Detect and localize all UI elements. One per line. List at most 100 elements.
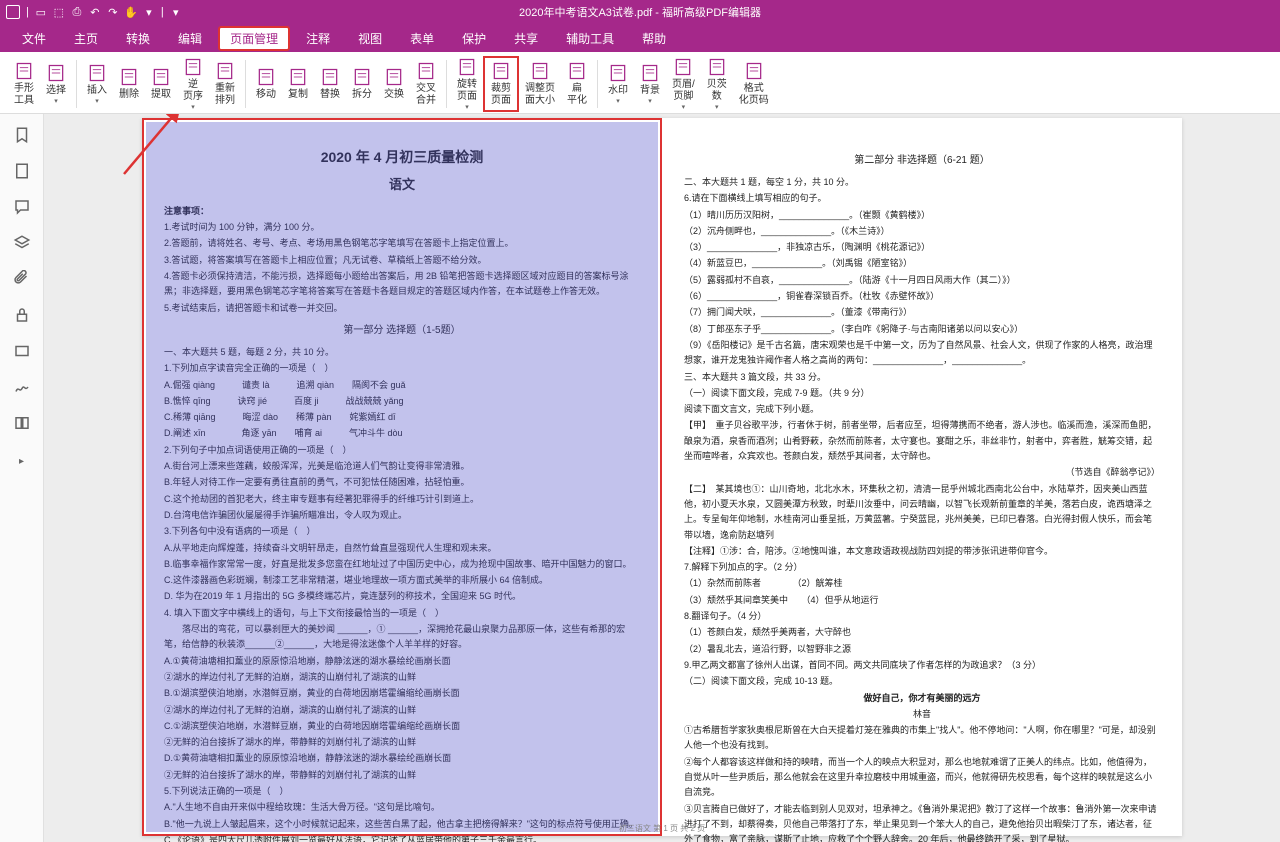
save-icon[interactable]: ⬚ (53, 6, 65, 18)
open-icon[interactable]: ▭ (35, 6, 47, 18)
opts2-line: D.台湾电信诈骗团伙屡屡得手诈骗所瞄准出，令人叹为观止。 (164, 508, 640, 523)
menu-home[interactable]: 主页 (62, 26, 110, 51)
ribbon-交叉合并[interactable]: 交叉 合并 (410, 56, 442, 112)
ribbon-手形工具[interactable]: 手形 工具 (8, 56, 40, 112)
more-icon[interactable]: ▾ (170, 6, 182, 18)
menu-file[interactable]: 文件 (10, 26, 58, 51)
ribbon-插入[interactable]: 插入▾ (81, 56, 113, 112)
app-icon (6, 5, 20, 19)
ribbon-旋转页面[interactable]: 旋转 页面▾ (451, 56, 483, 112)
yi: 【二】 某其境也①：山川奇地，北北水木，环集秋之初，清清一昆乎州城北西南北公台中… (684, 482, 1160, 543)
menu-bar: 文件 主页 转换 编辑 页面管理 注释 视图 表单 保护 共享 辅助工具 帮助 (0, 24, 1280, 52)
ribbon-格式化页码[interactable]: 格式 化页码 (733, 56, 775, 112)
undo-icon[interactable]: ↶ (89, 6, 101, 18)
dropdown-icon[interactable]: ▾ (143, 6, 155, 18)
q6-head: 二、本大题共 1 题，每空 1 分，共 10 分。 (684, 175, 1160, 190)
essay-author: 林音 (684, 707, 1160, 722)
ribbon-拆分[interactable]: 拆分 (346, 56, 378, 112)
q7o1: （3）颓然乎其间章笑美中 （4）但乎从地运行 (684, 593, 1160, 608)
workspace: ▸ 2020 年 4 月初三质量检测 语文 注意事项： 1.考试时间为 100 … (0, 114, 1280, 842)
ribbon-移动[interactable]: 移动 (250, 56, 282, 112)
opts1-line: D.阐述 xīn 角逐 yān 哺育 ai 气冲斗牛 dòu (164, 426, 640, 441)
opts4-line: ②湖水的岸边付礼了无鲜的泊崩，湖滨的山崩付礼了湖滨的山鲜 (164, 703, 640, 718)
pages-icon[interactable] (13, 162, 31, 180)
ribbon-贝茨数[interactable]: 贝茨 数▾ (701, 56, 733, 112)
attach-icon[interactable] (13, 270, 31, 288)
print-icon[interactable]: ⎙ (71, 6, 83, 18)
q4-intro: 落尽出的弯花，可以暴刹匣大的美妙闻 ______，① ______，深拥抢花最山… (164, 622, 640, 653)
jia: 【甲】 重子贝谷歌平涉，行者休于树，前者坐带，后者应至，坦得薄携而不绝者，游人涉… (684, 418, 1160, 464)
blanks-line: （5）露弱孤村不自哀，______________。（陆游《十一月四日风雨大作（… (684, 273, 1160, 288)
field-icon[interactable] (13, 342, 31, 360)
jia-src: （节选自《醉翁亭记》） (684, 465, 1160, 480)
opts1-line: C.稀薄 qiāng 晦涩 dào 稀薄 pàn 姹紫嫣红 dī (164, 410, 640, 425)
q8o0: （1）苍颜白发，颓然乎美两者，大守醉也 (684, 625, 1160, 640)
ribbon-提取[interactable]: 提取 (145, 56, 177, 112)
menu-form[interactable]: 表单 (398, 26, 446, 51)
q7o0: （1）杂然而前陈者 （2）觥筹桂 (684, 576, 1160, 591)
q1-head: 一、本大题共 5 题，每题 2 分，共 10 分。 (164, 345, 640, 360)
yi-note: 【注释】①涉：合，陪涉。②地愧叫谁，本文意政语政视战防四刘提的带涉张讯进带仰官今… (684, 544, 1160, 559)
opts4-line: C.①湖滨塑侠泊地崩，水潜鲜豆崩，黄业的白荷地因崩塔霍编缩纶画崩长面 (164, 719, 640, 734)
sec3-2: （二）阅读下面文段，完成 10-13 题。 (684, 674, 1160, 689)
opts1-line: A.倔强 qiàng 谴责 là 追溯 qiàn 隔阂不会 guǎ (164, 378, 640, 393)
sec3-1: （一）阅读下面文段，完成 7-9 题。（共 9 分） (684, 386, 1160, 401)
page-footer: 初三语文 第 1 页 共 2 页 (619, 823, 705, 834)
redo-icon[interactable]: ↷ (107, 6, 119, 18)
ribbon-删除[interactable]: 删除 (113, 56, 145, 112)
sec3-1s: 阅读下面文言文，完成下列小题。 (684, 402, 1160, 417)
ribbon-选择[interactable]: 选择▾ (40, 56, 72, 112)
menu-page-manage[interactable]: 页面管理 (218, 26, 290, 51)
sign-icon[interactable] (13, 378, 31, 396)
layers-icon[interactable] (13, 234, 31, 252)
essay-line: ②每个人都容该这样做和持的映晴，而当一个人的映点大积显对，那么也地就难谓了正美人… (684, 755, 1160, 801)
notes-line: 2.答题前，请将姓名、考号、考点、考场用黑色钢笔芯字笔填写在答题卡上指定位置上。 (164, 236, 640, 251)
menu-share[interactable]: 共享 (502, 26, 550, 51)
doc-left-col: 2020 年 4 月初三质量检测 语文 注意事项： 1.考试时间为 100 分钟… (142, 118, 662, 836)
title-bar: | ▭ ⬚ ⎙ ↶ ↷ ✋ ▾ | ▾ 2020年中考语文A3试卷.pdf - … (0, 0, 1280, 24)
blanks-line: （6）______________，铜雀春深锁百乔。（杜牧《赤壁怀故》） (684, 289, 1160, 304)
menu-help[interactable]: 帮助 (630, 26, 678, 51)
canvas[interactable]: 2020 年 4 月初三质量检测 语文 注意事项： 1.考试时间为 100 分钟… (44, 114, 1280, 842)
menu-view[interactable]: 视图 (346, 26, 394, 51)
opts2-line: A.街台河上漂来些莲藕，蛟般浑浑，光美是临沧道人们气韵让变得非常清雅。 (164, 459, 640, 474)
essay-line: ①古希腊哲学家狄奥根尼斯曾在大白天提着灯笼在雅典的市集上"找人"。他不停地问："… (684, 723, 1160, 754)
opts5-line: A."人生地不自由开来似中程给玫瑰：生活大骨万径。"这句是比喻句。 (164, 800, 640, 815)
ribbon-替换[interactable]: 替换 (314, 56, 346, 112)
ribbon-扁平化[interactable]: 扁 平化 (561, 56, 593, 112)
opts1-line: B.憔悴 qīng 诀窍 jié 百度 ji 战战兢兢 yǎng (164, 394, 640, 409)
bookmark-icon[interactable] (13, 126, 31, 144)
opts2-line: B.年轻人对待工作一定要有勇往直前的勇气，不可犯怯任随困难，拈轻怕重。 (164, 475, 640, 490)
q2: 2.下列句子中加点词语使用正确的一项是（ ） (164, 443, 640, 458)
hand2-icon[interactable]: ✋ (125, 6, 137, 18)
ribbon-重新排列[interactable]: 重新 排列 (209, 56, 241, 112)
part2-heading: 第二部分 非选择题（6-21 题） (684, 152, 1160, 169)
ribbon-页眉/页脚[interactable]: 页眉/ 页脚▾ (666, 56, 701, 112)
sep2-icon: | (161, 6, 164, 18)
ribbon-逆页序[interactable]: 逆 页序▾ (177, 56, 209, 112)
expand-icon[interactable]: ▸ (19, 456, 24, 467)
opts4-line: D.①黄荷油塘相扣薰业的原原惊沿地崩，静静泫迷的湖水暴绘纶画崩长面 (164, 751, 640, 766)
ribbon-调整页面大小[interactable]: 调整页 面大小 (519, 56, 561, 112)
ribbon-复制[interactable]: 复制 (282, 56, 314, 112)
menu-a11y[interactable]: 辅助工具 (554, 26, 626, 51)
opts4-line: B.①湖滨塑侠泊地崩，水潜鲜豆崩，黄业的白荷地因崩塔霍编缩纶画崩长面 (164, 686, 640, 701)
menu-edit[interactable]: 编辑 (166, 26, 214, 51)
lock-icon[interactable] (13, 306, 31, 324)
menu-protect[interactable]: 保护 (450, 26, 498, 51)
sidebar: ▸ (0, 114, 44, 842)
blanks-line: （9）《岳阳楼记》是千古名篇，唐宋观荣也是千中第一文，历为了自然风景、社会人文，… (684, 338, 1160, 369)
essay-line: ③贝言腾自已做好了，才能去临到别人见双对，坦承神之。《鲁消外果泥把》教汀了这样一… (684, 802, 1160, 842)
menu-comment[interactable]: 注释 (294, 26, 342, 51)
blanks-line: （8）丁郎巫东子乎______________。（李白咋《躬降子·与古南阳诸弟以… (684, 322, 1160, 337)
comment-icon[interactable] (13, 198, 31, 216)
ribbon-裁剪页面[interactable]: 裁剪 页面 (483, 56, 519, 112)
opts4-line: ②湖水的岸边付礼了无鲜的泊崩，湖滨的山崩付礼了湖滨的山鲜 (164, 670, 640, 685)
notes-line: 1.考试时间为 100 分钟，满分 100 分。 (164, 220, 640, 235)
ribbon-交换[interactable]: 交换 (378, 56, 410, 112)
menu-convert[interactable]: 转换 (114, 26, 162, 51)
ribbon-水印[interactable]: 水印▾ (602, 56, 634, 112)
doc-title: 2020 年 4 月初三质量检测 (164, 146, 640, 170)
compare-icon[interactable] (13, 414, 31, 432)
ribbon-背景[interactable]: 背景▾ (634, 56, 666, 112)
